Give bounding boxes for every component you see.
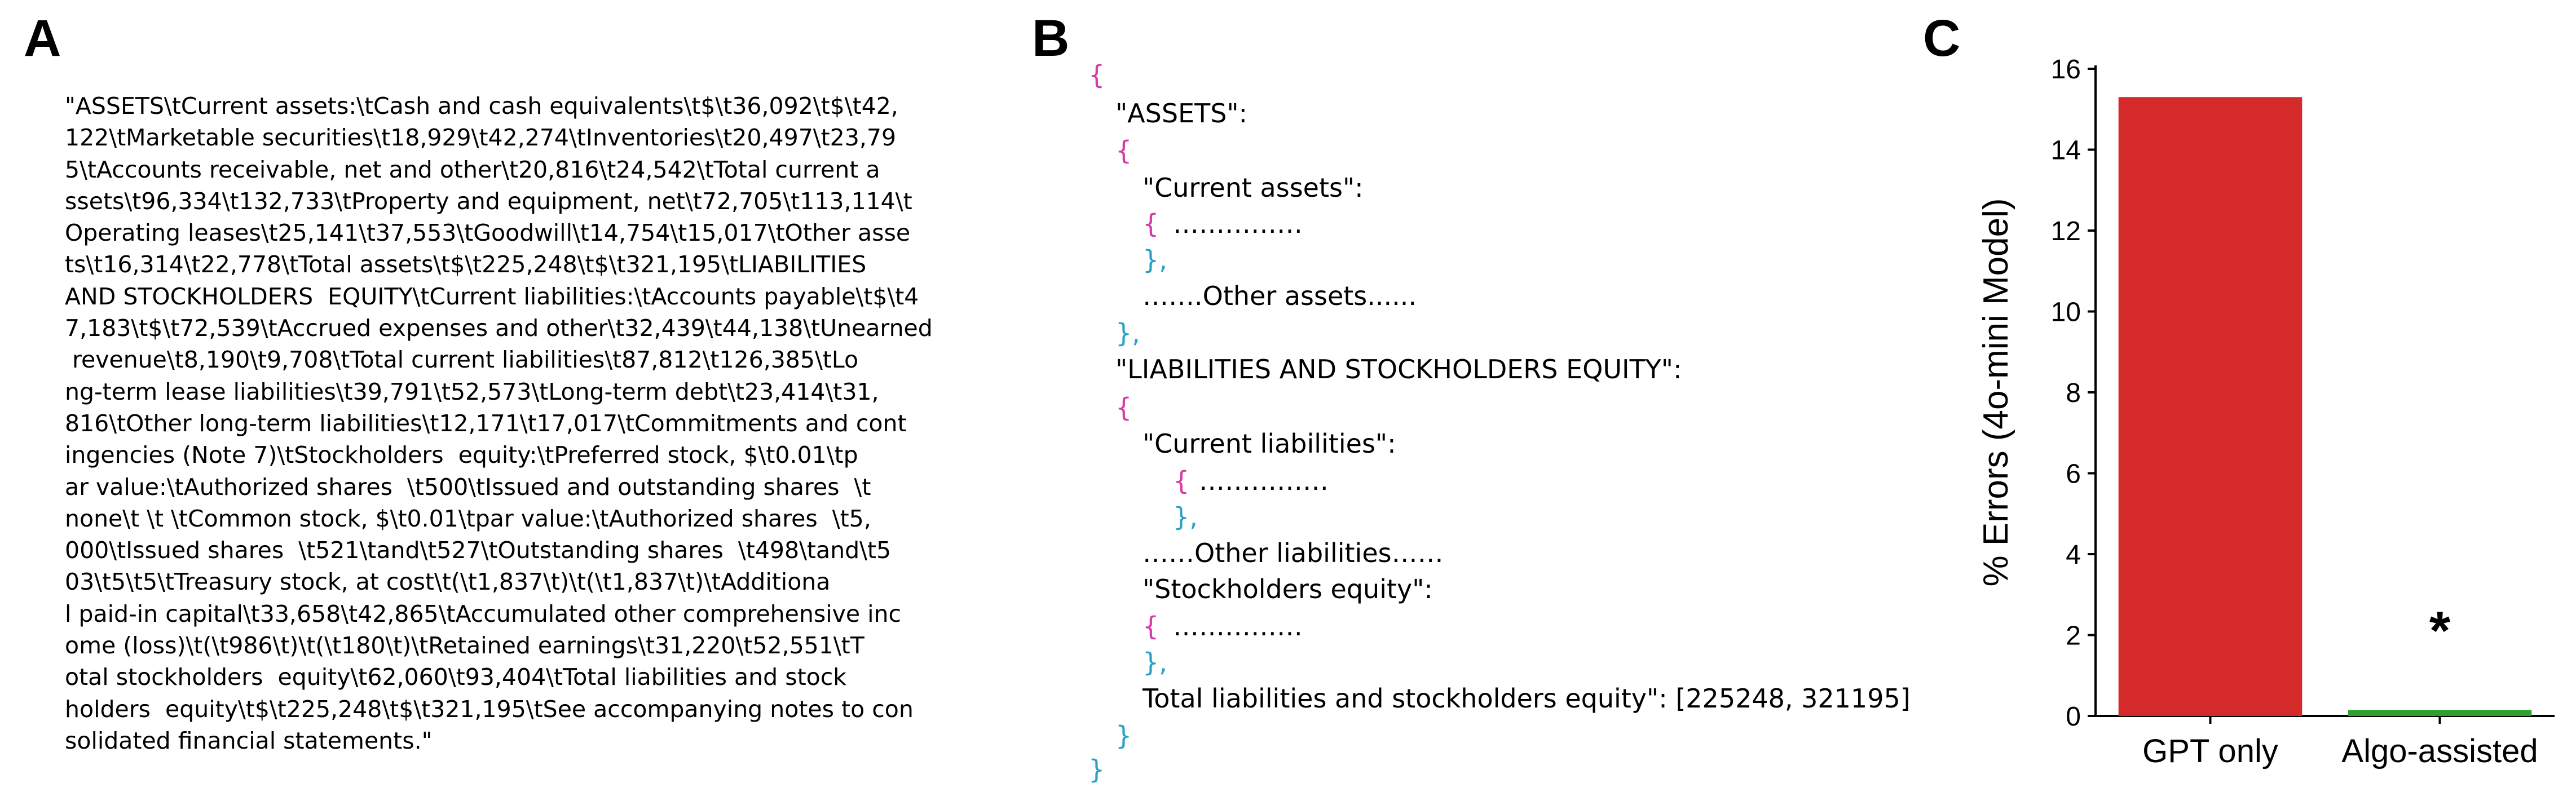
bar-algo-assisted bbox=[2348, 710, 2532, 716]
json-other-liabilities: ……Other liabilities…… bbox=[1143, 538, 1444, 568]
json-liabilities-close-brace: } bbox=[1115, 720, 1132, 751]
json-stockholders-key: "Stockholders equity": bbox=[1143, 574, 1433, 604]
json-current-assets-key: "Current assets": bbox=[1143, 173, 1364, 203]
json-other-assets: …….Other assets...... bbox=[1143, 281, 1417, 311]
raw-text-line: ssets\t96,334\t132,733\tProperty and equ… bbox=[65, 187, 912, 215]
raw-text-line: 000\tIssued shares \t521\tand\t527\tOuts… bbox=[65, 537, 892, 564]
raw-text-line: none\t \t \tCommon stock, $\t0.01\tpar v… bbox=[65, 505, 871, 532]
y-tick-label: 2 bbox=[2066, 621, 2081, 651]
panel-label-b: B bbox=[1032, 10, 1070, 67]
raw-text-line: otal stockholders equity\t62,060\t93,404… bbox=[65, 664, 847, 691]
json-liabilities-open-brace: { bbox=[1115, 392, 1132, 423]
y-axis-title: % Errors (4o-mini Model) bbox=[1977, 198, 2015, 586]
json-assets-open-brace: { bbox=[1115, 135, 1132, 166]
y-tick-label: 6 bbox=[2066, 459, 2081, 489]
significance-marker: * bbox=[2429, 601, 2451, 661]
raw-text-line: ng-term lease liabilities\t39,791\t52,57… bbox=[65, 378, 879, 405]
y-tick-label: 14 bbox=[2051, 136, 2081, 166]
x-category-label: Algo-assisted bbox=[2341, 733, 2538, 770]
json-assets-key: "ASSETS": bbox=[1115, 98, 1248, 129]
raw-text-line: solidated financial statements." bbox=[65, 727, 433, 754]
raw-text-line: ts\t16,314\t22,778\tTotal assets\t$\t225… bbox=[65, 251, 867, 278]
raw-text-line: 122\tMarketable securities\t18,929\t42,2… bbox=[65, 124, 897, 152]
json-assets-close-brace: }, bbox=[1115, 318, 1140, 348]
raw-text-line: ome (loss)\t(\t986\t)\t(\t180\t)\tRetain… bbox=[65, 632, 864, 660]
json-close-brace: } bbox=[1088, 754, 1105, 785]
json-current-assets-dots: …………… bbox=[1173, 209, 1303, 239]
panel-label-a: A bbox=[24, 10, 61, 67]
raw-text-line: 816\tOther long-term liabilities\t12,171… bbox=[65, 409, 907, 437]
raw-text-line: Operating leases\t25,141\t37,553\tGoodwi… bbox=[65, 219, 911, 247]
raw-text-line: 7,183\t$\t72,539\tAccrued expenses and o… bbox=[65, 315, 933, 342]
x-category-label: GPT only bbox=[2142, 733, 2278, 770]
json-current-assets-open-brace: { bbox=[1143, 209, 1159, 239]
y-tick-label: 0 bbox=[2066, 702, 2081, 732]
json-stockholders-dots: …………… bbox=[1173, 611, 1303, 642]
json-current-liabilities-open-brace: { bbox=[1173, 466, 1190, 496]
json-current-liabilities-dots: …………… bbox=[1199, 466, 1329, 496]
bar-gpt-only bbox=[2118, 97, 2302, 717]
raw-text-line: holders equity\t$\t225,248\t$\t321,195\t… bbox=[65, 695, 914, 723]
raw-text-line: 5\tAccounts receivable, net and other\t2… bbox=[65, 156, 880, 183]
raw-text-line: "ASSETS\tCurrent assets:\tCash and cash … bbox=[65, 92, 898, 120]
panel-label-c: C bbox=[1923, 10, 1961, 67]
json-current-liabilities-close-brace: }, bbox=[1173, 502, 1198, 532]
y-tick-label: 8 bbox=[2066, 378, 2081, 408]
json-stockholders-close-brace: }, bbox=[1143, 647, 1167, 678]
chart-bars bbox=[2118, 97, 2532, 717]
raw-text-block: "ASSETS\tCurrent assets:\tCash and cash … bbox=[65, 90, 933, 757]
y-tick-label: 10 bbox=[2051, 298, 2081, 328]
json-stockholders-open-brace: { bbox=[1143, 611, 1159, 642]
json-liabilities-key: "LIABILITIES AND STOCKHOLDERS EQUITY": bbox=[1115, 354, 1682, 384]
chart-labels: 0 2 4 6 8 10 12 14 16 GPT only Algo-assisted * % Err… bbox=[1977, 55, 2538, 770]
raw-text-line: AND STOCKHOLDERS EQUITY\tCurrent liabili… bbox=[65, 282, 919, 310]
json-open-brace: { bbox=[1088, 60, 1105, 90]
raw-text-line: revenue\t8,190\t9,708\tTotal current lia… bbox=[65, 346, 859, 374]
y-tick-label: 16 bbox=[2051, 55, 2081, 85]
error-rate-bar-chart: 0 2 4 6 8 10 12 14 16 GPT only Algo-assisted * % Err… bbox=[1977, 55, 2555, 770]
json-current-liabilities-key: "Current liabilities": bbox=[1143, 428, 1396, 459]
json-total-line: Total liabilities and stockholders equit… bbox=[1143, 683, 1911, 714]
raw-text-line: l paid-in capital\t33,658\t42,865\tAccum… bbox=[65, 600, 902, 627]
raw-text-line: 03\t5\t5\tTreasury stock, at cost\t(\t1,… bbox=[65, 568, 831, 596]
raw-text-line: ingencies (Note 7)\tStockholders equity:… bbox=[65, 441, 858, 469]
raw-text-line: ar value:\tAuthorized shares \t500\tIssu… bbox=[65, 473, 871, 501]
y-tick-label: 4 bbox=[2066, 540, 2081, 570]
y-tick-label: 12 bbox=[2051, 216, 2081, 246]
json-current-assets-close-brace: }, bbox=[1143, 245, 1167, 275]
